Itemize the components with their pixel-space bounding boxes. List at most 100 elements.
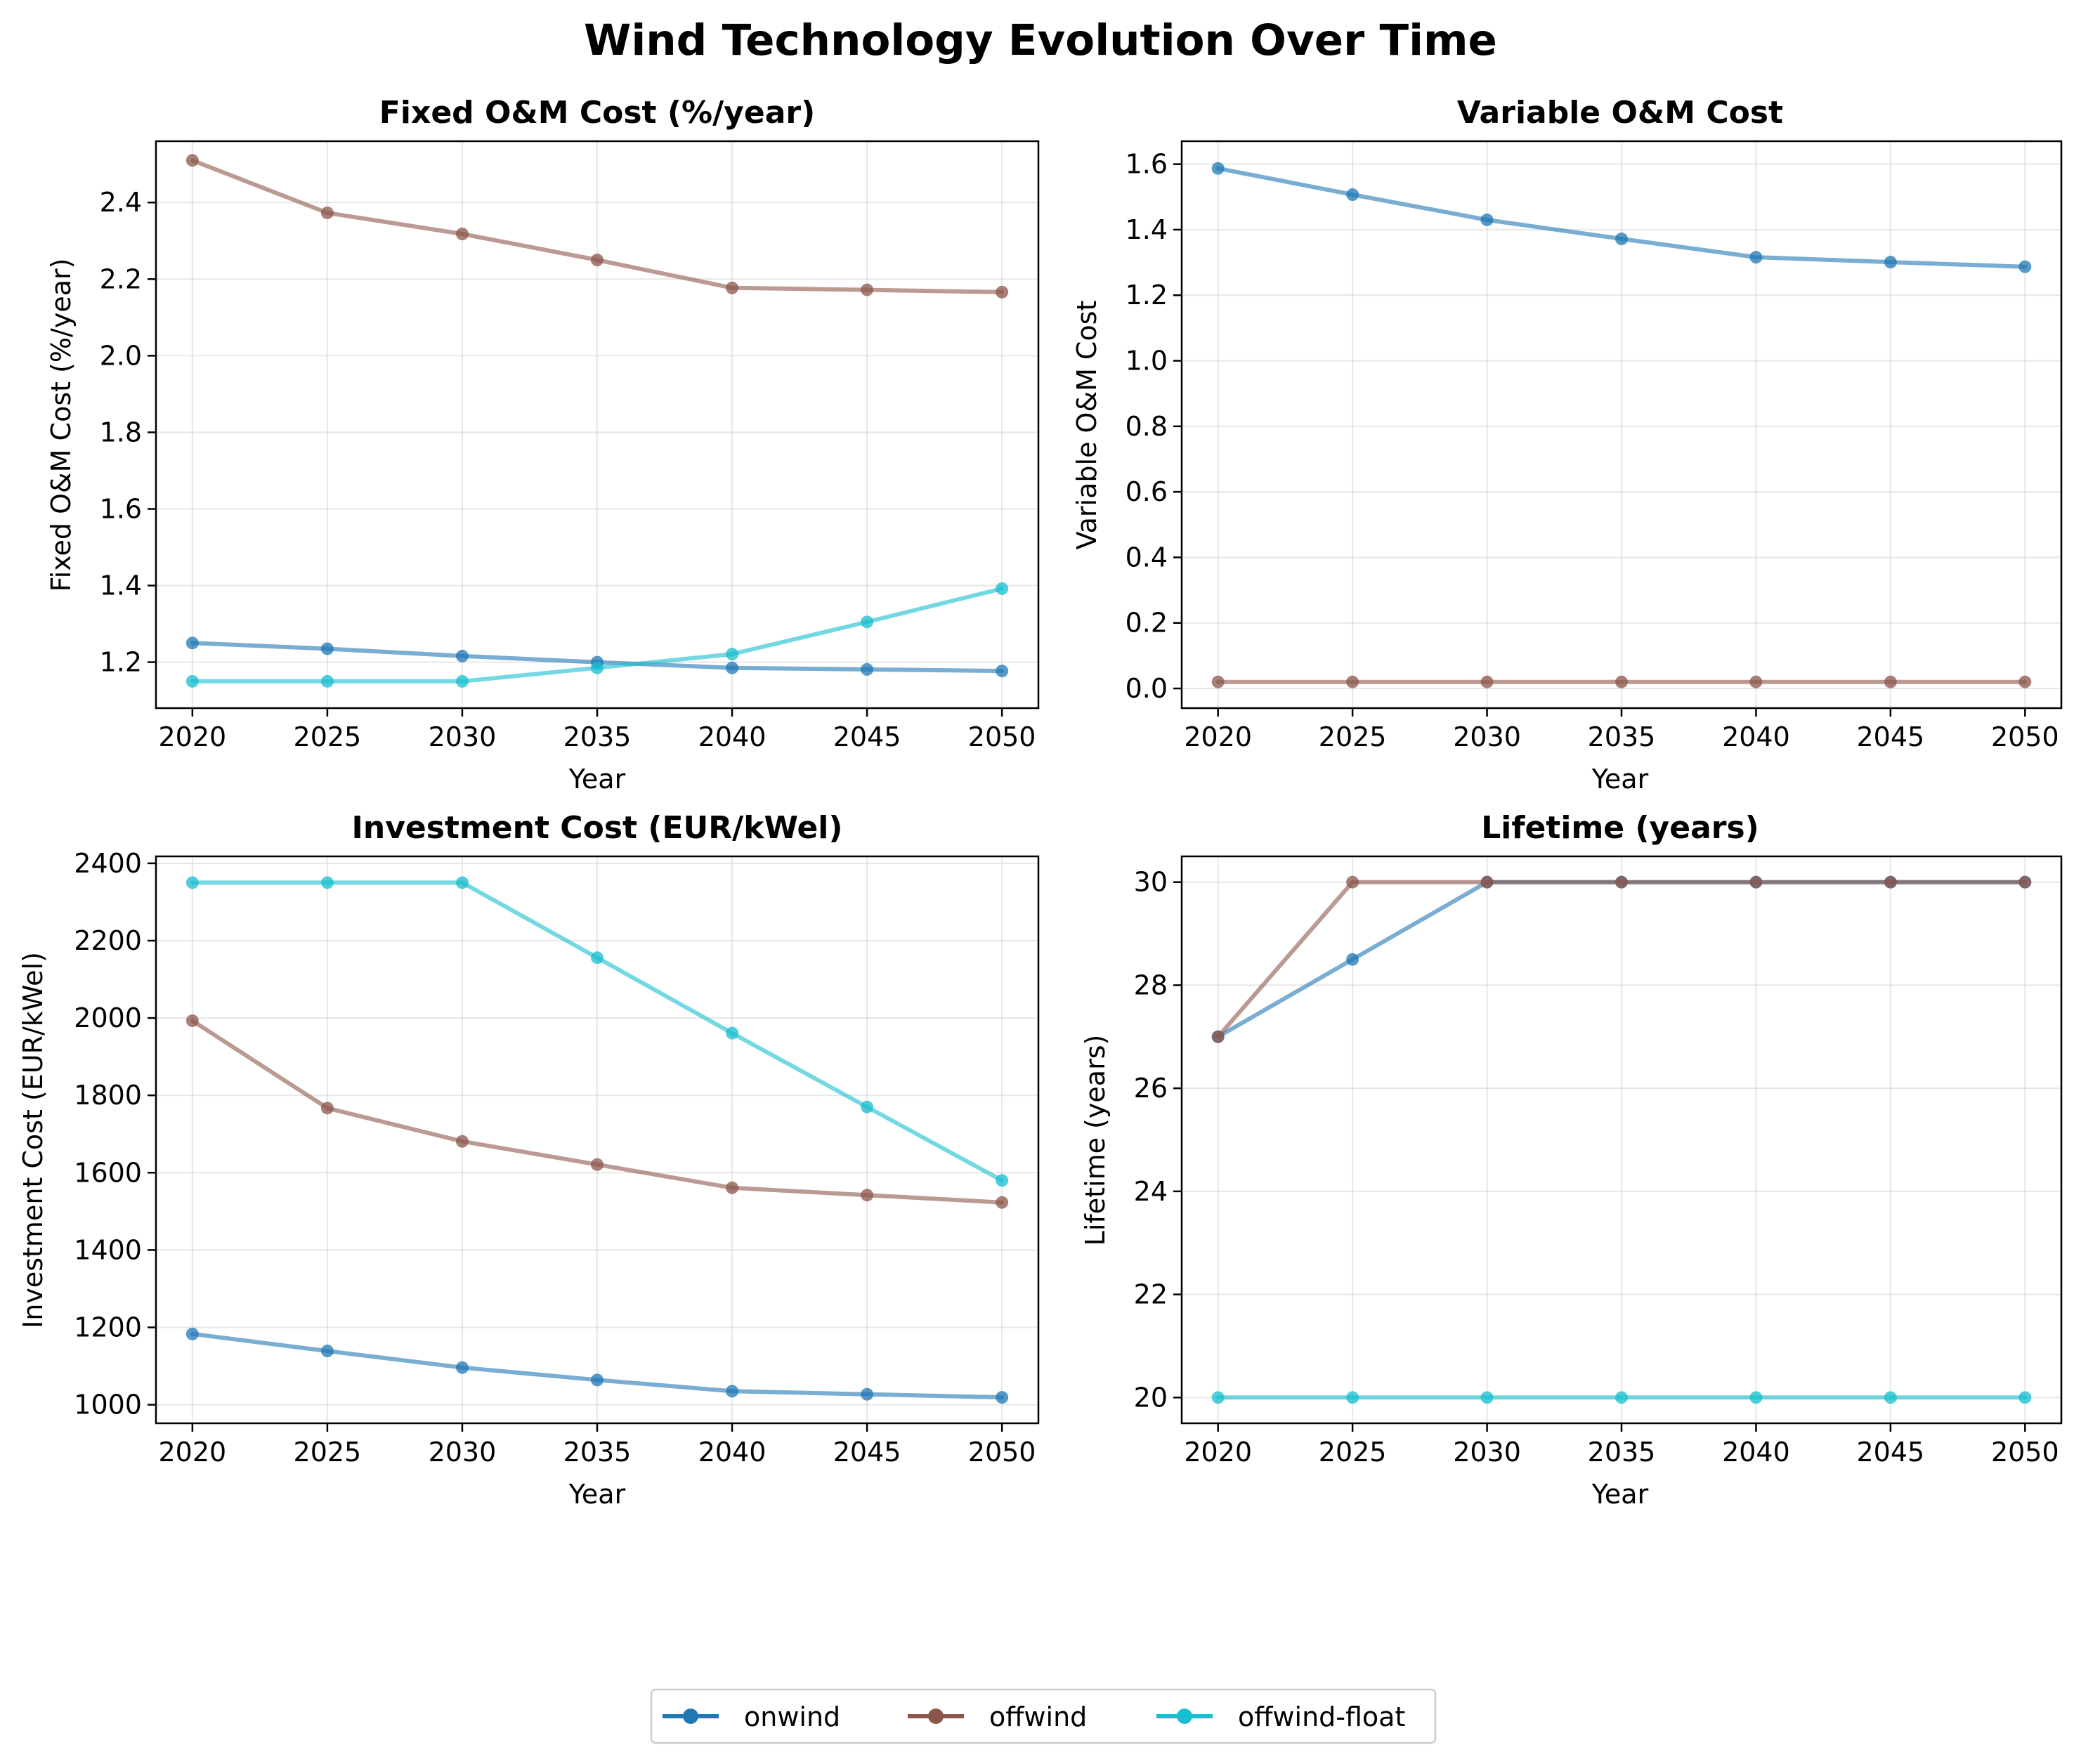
legend-label: onwind xyxy=(744,1701,840,1732)
data-point-offwind-float xyxy=(455,674,469,688)
data-point-onwind xyxy=(861,1387,874,1401)
x-tick-label: 2045 xyxy=(833,721,901,752)
y-axis-label: Investment Cost (EUR/kWel) xyxy=(18,952,48,1328)
x-tick-label: 2050 xyxy=(968,721,1036,752)
data-point-offwind xyxy=(320,1102,334,1115)
figure-title: Wind Technology Evolution Over Time xyxy=(584,15,1497,65)
y-tick-label: 22 xyxy=(1134,1279,1168,1310)
data-point-onwind xyxy=(1749,251,1763,264)
subplot-title: Fixed O&M Cost (%/year) xyxy=(379,95,815,131)
y-tick-label: 28 xyxy=(1134,969,1168,1000)
x-tick-label: 2040 xyxy=(1722,721,1790,752)
x-tick-label: 2020 xyxy=(1184,1437,1252,1468)
data-point-onwind xyxy=(996,665,1009,678)
data-point-offwind-float xyxy=(185,674,199,688)
legend-marker-offwind xyxy=(928,1709,944,1724)
data-point-offwind-float xyxy=(455,876,469,889)
data-point-onwind xyxy=(1346,188,1359,202)
legend-entry: onwind xyxy=(663,1701,840,1732)
data-point-offwind xyxy=(1884,875,1897,889)
data-point-offwind-float xyxy=(1211,1391,1225,1404)
y-tick-label: 0.8 xyxy=(1126,411,1168,442)
data-point-onwind xyxy=(726,661,739,674)
data-point-offwind-float xyxy=(996,582,1009,595)
data-point-onwind xyxy=(996,1391,1009,1404)
x-tick-label: 2035 xyxy=(563,721,632,752)
data-point-onwind xyxy=(1480,213,1494,226)
subplot-fixed-om: Fixed O&M Cost (%/year) 2020 2025 2030 2035… xyxy=(46,95,1040,795)
data-point-onwind xyxy=(455,649,469,662)
data-point-offwind-float xyxy=(1749,1391,1763,1404)
data-point-offwind-float xyxy=(320,876,334,889)
data-point-offwind xyxy=(1346,875,1359,889)
y-tick-label: 1.0 xyxy=(1126,346,1168,377)
y-tick-label: 2400 xyxy=(74,848,142,879)
data-point-onwind xyxy=(861,662,874,676)
x-tick-label: 2020 xyxy=(158,721,226,752)
data-point-offwind xyxy=(1480,875,1494,889)
data-point-onwind xyxy=(591,1373,604,1387)
y-tick-label: 2.0 xyxy=(100,340,142,371)
data-point-offwind xyxy=(1615,675,1628,688)
data-point-offwind xyxy=(726,281,739,294)
data-point-offwind xyxy=(2018,875,2032,889)
data-point-offwind-float xyxy=(1884,1391,1897,1404)
data-point-onwind xyxy=(1615,233,1628,246)
y-axis-label: Lifetime (years) xyxy=(1080,1035,1111,1246)
x-tick-label: 2035 xyxy=(1588,721,1656,752)
data-point-offwind xyxy=(996,1196,1009,1209)
legend: onwind offwind offwind-float xyxy=(650,1688,1437,1744)
data-point-offwind xyxy=(1749,675,1763,688)
x-tick-label: 2030 xyxy=(1453,1437,1521,1468)
y-tick-label: 0.2 xyxy=(1126,608,1168,639)
y-tick-label: 24 xyxy=(1134,1176,1168,1207)
x-axis-label: Year xyxy=(1591,1479,1649,1510)
y-tick-label: 30 xyxy=(1134,867,1168,898)
plot-area: 2020 2025 2030 2035 2040 2045 2050 0.0 0.2 0.4 0.6… xyxy=(1126,140,2063,752)
x-tick-label: 2020 xyxy=(158,1437,226,1468)
legend-marker-onwind xyxy=(683,1709,698,1724)
data-point-offwind xyxy=(1480,675,1494,688)
data-point-offwind xyxy=(185,1014,199,1027)
data-point-offwind xyxy=(1211,675,1225,688)
data-point-offwind-float xyxy=(591,951,604,965)
x-tick-label: 2035 xyxy=(563,1437,632,1468)
x-tick-label: 2035 xyxy=(1588,1437,1656,1468)
subplot-title: Investment Cost (EUR/kWel) xyxy=(352,810,843,846)
data-point-onwind xyxy=(1346,953,1359,966)
y-tick-label: 0.4 xyxy=(1126,542,1168,573)
data-point-offwind xyxy=(861,283,874,296)
y-tick-label: 1.2 xyxy=(100,647,142,678)
x-axis-label: Year xyxy=(568,1479,626,1510)
data-point-offwind xyxy=(996,285,1009,299)
data-point-offwind-float xyxy=(2018,1391,2032,1404)
data-point-offwind-float xyxy=(726,1026,739,1040)
y-tick-label: 2.4 xyxy=(100,187,142,218)
y-tick-label: 1200 xyxy=(74,1312,142,1342)
y-tick-label: 2000 xyxy=(74,1002,142,1033)
data-point-offwind xyxy=(1346,675,1359,688)
data-point-offwind xyxy=(185,154,199,167)
y-tick-label: 1.6 xyxy=(100,493,142,524)
x-tick-label: 2030 xyxy=(1453,721,1521,752)
subplot-title: Lifetime (years) xyxy=(1481,810,1759,846)
data-point-onwind xyxy=(320,1345,334,1358)
data-point-offwind-float xyxy=(185,876,199,889)
data-point-offwind-float xyxy=(1480,1391,1494,1404)
data-point-onwind xyxy=(1884,256,1897,269)
data-point-offwind xyxy=(1615,875,1628,889)
y-tick-label: 1.4 xyxy=(100,570,142,601)
y-tick-label: 1.2 xyxy=(1126,280,1168,311)
data-point-onwind xyxy=(726,1385,739,1398)
x-tick-label: 2045 xyxy=(1857,721,1925,752)
data-point-onwind xyxy=(455,1361,469,1374)
x-tick-label: 2020 xyxy=(1184,721,1252,752)
x-tick-label: 2025 xyxy=(1319,1437,1387,1468)
x-tick-label: 2030 xyxy=(429,721,497,752)
y-axis-label: Fixed O&M Cost (%/year) xyxy=(46,259,77,592)
data-point-offwind xyxy=(591,254,604,267)
data-point-onwind xyxy=(2018,260,2032,273)
data-point-offwind xyxy=(726,1181,739,1194)
x-tick-label: 2050 xyxy=(1991,1437,2059,1468)
legend-marker-offwind-float xyxy=(1177,1709,1192,1724)
